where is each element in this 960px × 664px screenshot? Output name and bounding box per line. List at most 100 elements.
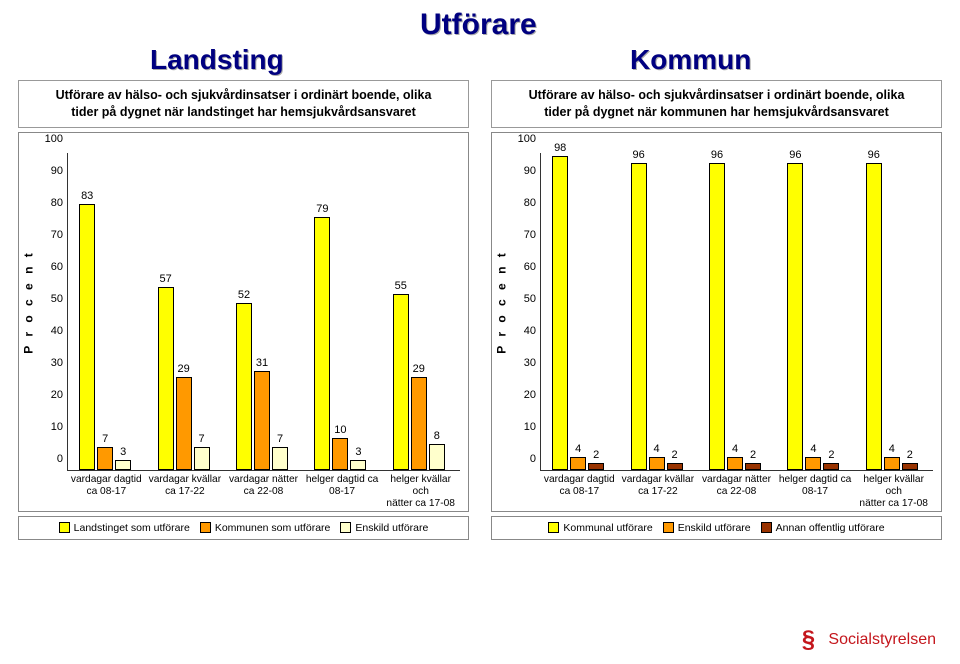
panel-title-box: Utförare av hälso- och sjukvårdinsatser … bbox=[18, 80, 469, 128]
y-tick: 50 bbox=[524, 293, 536, 305]
bar: 31 bbox=[254, 371, 270, 470]
bar-group: 8373 bbox=[79, 204, 131, 470]
y-tick: 90 bbox=[524, 165, 536, 177]
bar: 2 bbox=[902, 463, 918, 469]
bar-value: 2 bbox=[907, 449, 913, 461]
bar: 4 bbox=[727, 457, 743, 470]
bar: 29 bbox=[411, 377, 427, 470]
chart-wrap: P r o c e n t 0102030405060708090100 837… bbox=[18, 132, 469, 512]
panel-title-l2: tider på dygnet när landstinget har hems… bbox=[71, 105, 416, 119]
bar-value: 7 bbox=[102, 433, 108, 445]
legend-swatch bbox=[59, 522, 70, 533]
bar: 3 bbox=[115, 460, 131, 470]
x-label: helger dagtid ca08-17 bbox=[303, 471, 382, 511]
bar-group: 9642 bbox=[866, 163, 918, 470]
y-tick: 60 bbox=[524, 261, 536, 273]
y-tick: 40 bbox=[524, 325, 536, 337]
bar-value: 96 bbox=[868, 149, 880, 161]
bar: 3 bbox=[350, 460, 366, 470]
bar-value: 3 bbox=[120, 446, 126, 458]
bar-value: 83 bbox=[81, 190, 93, 202]
legend-label: Enskild utförare bbox=[678, 522, 751, 534]
y-tick: 20 bbox=[524, 389, 536, 401]
y-tick: 0 bbox=[57, 453, 63, 465]
bar-group: 9642 bbox=[631, 163, 683, 470]
legend-item: Enskild utförare bbox=[663, 522, 751, 534]
bar-group: 9642 bbox=[787, 163, 839, 470]
bar: 79 bbox=[314, 217, 330, 470]
legend-label: Annan offentlig utförare bbox=[776, 522, 885, 534]
bar-value: 4 bbox=[810, 443, 816, 455]
bar-value: 79 bbox=[316, 203, 328, 215]
bar-value: 4 bbox=[575, 443, 581, 455]
bar-value: 8 bbox=[434, 430, 440, 442]
x-label: vardagar dagtidca 08-17 bbox=[67, 471, 146, 511]
bar-group: 52317 bbox=[236, 303, 288, 469]
y-tick: 100 bbox=[45, 133, 63, 145]
bar: 8 bbox=[429, 444, 445, 470]
panel-kommun: Utförare av hälso- och sjukvårdinsatser … bbox=[485, 80, 948, 544]
y-tick: 30 bbox=[524, 357, 536, 369]
legend-swatch bbox=[761, 522, 772, 533]
x-label: vardagar kvällarca 17-22 bbox=[619, 471, 698, 511]
legend-swatch bbox=[663, 522, 674, 533]
y-tick: 90 bbox=[51, 165, 63, 177]
bar-value: 2 bbox=[672, 449, 678, 461]
legend-item: Annan offentlig utförare bbox=[761, 522, 885, 534]
bar-value: 2 bbox=[593, 449, 599, 461]
logo-icon: § bbox=[794, 626, 822, 654]
bar: 4 bbox=[649, 457, 665, 470]
bar-value: 52 bbox=[238, 289, 250, 301]
bar-group: 9642 bbox=[709, 163, 761, 470]
y-tick: 50 bbox=[51, 293, 63, 305]
y-axis-label: P r o c e n t bbox=[492, 133, 512, 471]
bar: 96 bbox=[787, 163, 803, 470]
headings: Utförare Landsting Kommun bbox=[0, 0, 960, 80]
panel-landsting: Utförare av hälso- och sjukvårdinsatser … bbox=[12, 80, 475, 544]
chart-wrap: P r o c e n t 0102030405060708090100 984… bbox=[491, 132, 942, 512]
y-tick: 80 bbox=[51, 197, 63, 209]
y-tick: 80 bbox=[524, 197, 536, 209]
bar-value: 7 bbox=[199, 433, 205, 445]
bar: 55 bbox=[393, 294, 409, 470]
legend-swatch bbox=[200, 522, 211, 533]
legend-item: Kommunen som utförare bbox=[200, 522, 331, 534]
bar: 83 bbox=[79, 204, 95, 470]
legend: Kommunal utförare Enskild utförare Annan o… bbox=[491, 516, 942, 540]
legend-label: Kommunen som utförare bbox=[215, 522, 331, 534]
bar: 2 bbox=[745, 463, 761, 469]
y-tick: 20 bbox=[51, 389, 63, 401]
bar: 2 bbox=[588, 463, 604, 469]
bar-value: 7 bbox=[277, 433, 283, 445]
heading-center: Utförare bbox=[420, 8, 537, 42]
legend-item: Kommunal utförare bbox=[548, 522, 652, 534]
y-ticks: 0102030405060708090100 bbox=[512, 133, 540, 471]
bar-value: 4 bbox=[654, 443, 660, 455]
bar-value: 57 bbox=[159, 273, 171, 285]
y-tick: 60 bbox=[51, 261, 63, 273]
y-tick: 70 bbox=[524, 229, 536, 241]
bar: 2 bbox=[823, 463, 839, 469]
bar-value: 2 bbox=[828, 449, 834, 461]
panels: Utförare av hälso- och sjukvårdinsatser … bbox=[0, 80, 960, 544]
bar-value: 29 bbox=[177, 363, 189, 375]
bar-value: 29 bbox=[413, 363, 425, 375]
legend-label: Landstinget som utförare bbox=[74, 522, 190, 534]
y-ticks: 0102030405060708090100 bbox=[39, 133, 67, 471]
panel-title-box: Utförare av hälso- och sjukvårdinsatser … bbox=[491, 80, 942, 128]
bar-value: 10 bbox=[334, 424, 346, 436]
bar: 96 bbox=[631, 163, 647, 470]
panel-title: Utförare av hälso- och sjukvårdinsatser … bbox=[27, 87, 460, 121]
legend-swatch bbox=[548, 522, 559, 533]
panel-title-l1: Utförare av hälso- och sjukvårdinsatser … bbox=[529, 88, 905, 102]
y-tick: 40 bbox=[51, 325, 63, 337]
bar: 7 bbox=[97, 447, 113, 469]
plot-area: 837357297523177910355298 bbox=[67, 153, 460, 471]
footer-logo: § Socialstyrelsen bbox=[794, 626, 936, 654]
bar-value: 98 bbox=[554, 142, 566, 154]
bar: 2 bbox=[667, 463, 683, 469]
legend-item: Landstinget som utförare bbox=[59, 522, 190, 534]
bar: 98 bbox=[552, 156, 568, 470]
bar-value: 96 bbox=[632, 149, 644, 161]
bar-value: 4 bbox=[889, 443, 895, 455]
